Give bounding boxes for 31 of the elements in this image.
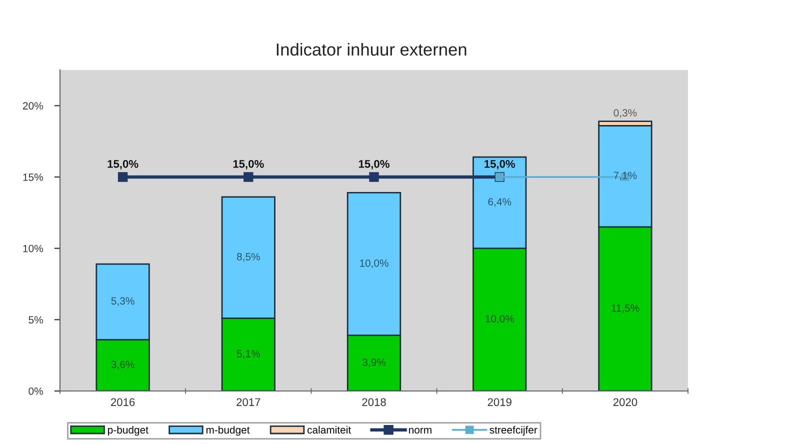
- data-label: 10,0%: [360, 259, 388, 268]
- data-label: 15,0%: [484, 160, 516, 170]
- x-tick-label: 2017: [236, 398, 260, 406]
- data-label: 7,1%: [614, 172, 637, 180]
- data-label: 3,6%: [111, 360, 134, 370]
- y-tick-label: 20%: [23, 102, 43, 110]
- chart-title: Indicator inhuur externen: [276, 42, 466, 56]
- data-label: 3,9%: [362, 358, 386, 368]
- data-label: 6,4%: [488, 198, 512, 207]
- data-label: 15,0%: [358, 160, 390, 170]
- x-tick-label: 2016: [111, 398, 135, 406]
- data-label: 8,5%: [236, 253, 260, 262]
- legend-label: m-budget: [206, 426, 250, 436]
- data-label: 15,0%: [233, 160, 264, 170]
- x-tick-label: 2020: [613, 398, 638, 406]
- x-tick-label: 2019: [488, 398, 512, 406]
- legend-label: streefcijfer: [490, 426, 538, 436]
- x-tick-label: 2018: [362, 398, 386, 406]
- data-label: 0,3%: [614, 109, 637, 118]
- legend-label: calamiteit: [308, 426, 351, 434]
- y-tick-label: 5%: [28, 316, 43, 324]
- legend-label: norm: [409, 428, 432, 434]
- data-label: 5,1%: [236, 350, 260, 359]
- y-tick-label: 10%: [23, 244, 43, 252]
- data-label: 15,0%: [108, 160, 138, 170]
- legend-label: p-budget: [108, 426, 148, 436]
- data-label: 5,3%: [111, 297, 134, 306]
- y-tick-label: 0%: [28, 388, 43, 395]
- data-label: 10,0%: [486, 315, 514, 324]
- y-tick-label: 15%: [23, 174, 43, 181]
- data-label: 11,5%: [612, 304, 640, 313]
